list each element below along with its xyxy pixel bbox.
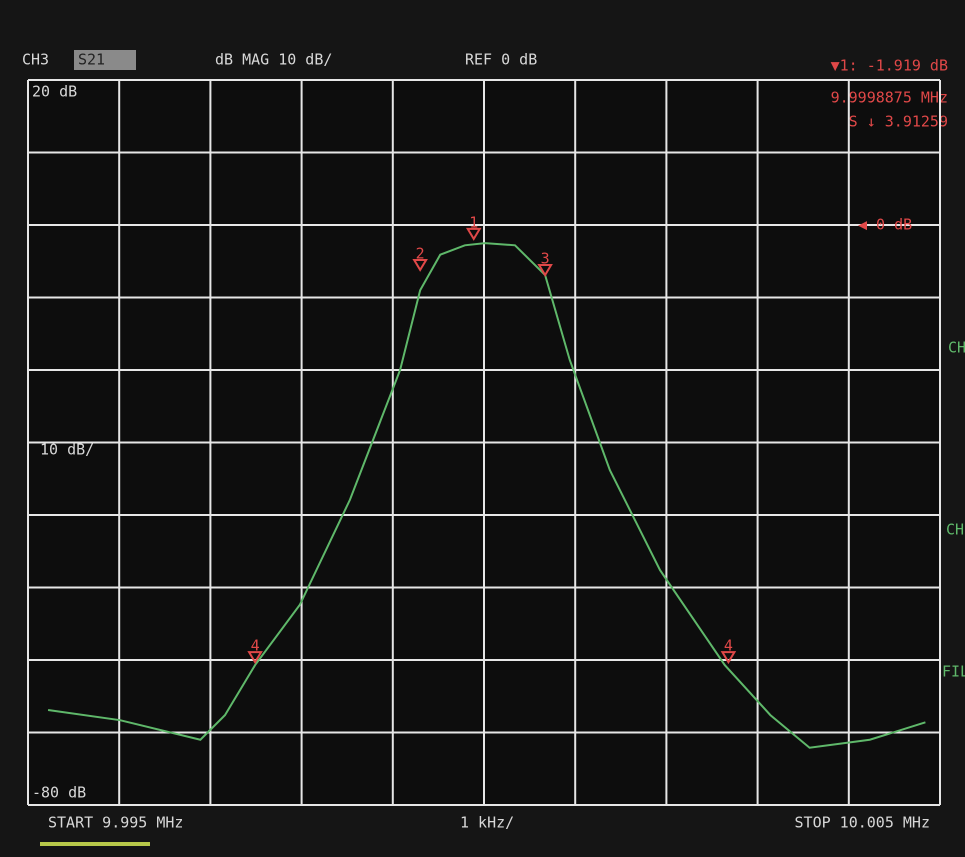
marker-label: 4 bbox=[724, 637, 733, 655]
status-bar bbox=[40, 842, 150, 846]
marker-label: 4 bbox=[251, 637, 260, 655]
instrument-screen: CH3 S21 dB MAG 10 dB/ REF 0 dB ▼1: -1.91… bbox=[0, 0, 965, 857]
format: dB MAG 10 dB/ bbox=[215, 51, 332, 69]
marker-label: 2 bbox=[416, 244, 425, 262]
start: START 9.995 MHz bbox=[48, 814, 183, 832]
marker-value: ▼1: -1.919 dB bbox=[831, 57, 948, 75]
marker-label: 3 bbox=[541, 250, 550, 268]
reference: REF 0 dB bbox=[465, 51, 537, 69]
span: 1 kHz/ bbox=[460, 814, 514, 832]
marker-stat: S ↓ 3.91259 bbox=[849, 113, 948, 131]
page: {"header":{"channel":"CH3","parameter":"… bbox=[0, 0, 965, 857]
reference-label: ◀ 0 dB bbox=[858, 216, 912, 234]
marker-label: 1 bbox=[469, 213, 478, 231]
side-label: FIL 3 bbox=[942, 663, 965, 681]
parameter: S21 bbox=[78, 51, 105, 69]
side-label: CH bbox=[948, 339, 965, 357]
channel: CH3 bbox=[22, 51, 49, 69]
stop: STOP 10.005 MHz bbox=[795, 814, 930, 832]
side-label: CH bbox=[946, 521, 964, 539]
y-tick-label: -80 dB bbox=[32, 784, 86, 802]
y-tick-label: 20 dB bbox=[32, 83, 77, 101]
